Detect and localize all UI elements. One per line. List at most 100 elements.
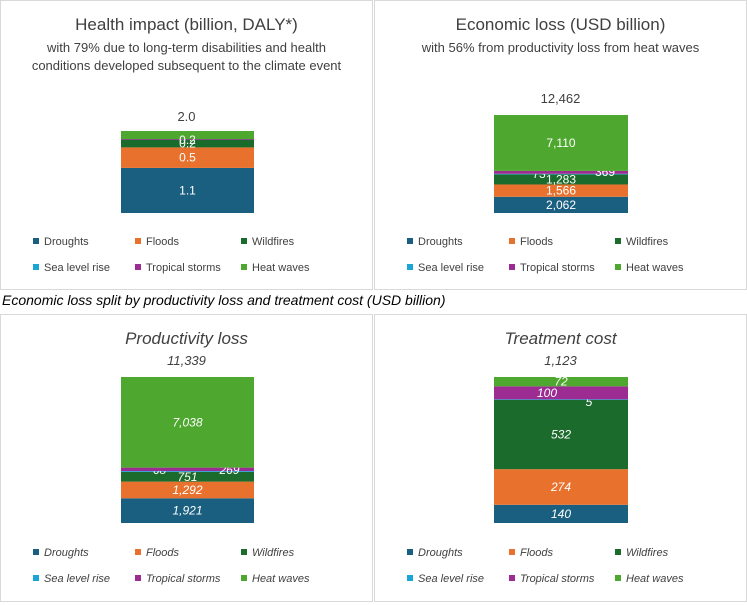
legend-label: Sea level rise — [418, 262, 485, 274]
legend-label: Wildfires — [252, 236, 295, 248]
legend-swatch — [509, 238, 515, 244]
legend-item-droughts: Droughts — [407, 547, 463, 559]
legend-label: Floods — [520, 547, 554, 559]
bar-segment-wildfires — [494, 174, 628, 185]
legend-swatch — [135, 238, 141, 244]
legend-item-heat-waves: Heat waves — [615, 262, 683, 274]
legend-label: Wildfires — [626, 236, 669, 248]
chart-total-label: 12,462 — [540, 91, 581, 106]
legend-item-floods: Floods — [135, 236, 179, 248]
legend-swatch — [407, 238, 413, 244]
chart-title: Productivity loss — [125, 329, 248, 348]
legend-swatch — [615, 549, 621, 555]
stacked-bar-chart: 1.10.50.20.00.00.2 — [121, 128, 254, 213]
legend-swatch — [241, 238, 247, 244]
bar-segment-heat-waves — [494, 377, 628, 387]
bar-segment-droughts — [494, 196, 628, 213]
legend-label: Tropical storms — [146, 262, 221, 274]
legend-item-droughts: Droughts — [33, 236, 89, 248]
legend-label: Droughts — [418, 547, 463, 559]
legend-item-sea-level-rise: Sea level rise — [407, 573, 484, 585]
bar-segment-tropical-storms — [494, 170, 628, 174]
legend-label: Wildfires — [252, 547, 295, 559]
legend-item-sea-level-rise: Sea level rise — [33, 573, 110, 585]
data-label-wildfires: 532 — [551, 428, 571, 442]
bar-segment-droughts — [121, 167, 254, 213]
bar-segment-droughts — [494, 504, 628, 523]
data-label-heat-waves: 72 — [554, 375, 568, 389]
legend-swatch — [33, 264, 39, 270]
legend-label: Tropical storms — [520, 573, 595, 585]
legend-swatch — [509, 549, 515, 555]
legend-label: Tropical storms — [520, 262, 595, 274]
chart-panel-health-impact: Health impact (billion, DALY*) with 79% … — [0, 0, 373, 290]
legend-swatch — [407, 549, 413, 555]
chart-title: Economic loss (USD billion) — [455, 15, 666, 34]
legend-item-tropical-storms: Tropical storms — [509, 262, 595, 274]
bar-segment-floods — [121, 481, 254, 499]
legend-swatch — [33, 549, 39, 555]
legend-swatch — [407, 264, 413, 270]
chart-total-label: 2.0 — [177, 109, 196, 124]
chart-title: Health impact (billion, DALY*) — [75, 15, 298, 34]
legend-swatch — [135, 264, 141, 270]
bar-segment-sea-level-rise — [494, 173, 628, 175]
legend-swatch — [241, 549, 247, 555]
chart-subtitle: with 79% due to long-term disabilities a… — [31, 40, 342, 73]
legend-swatch — [615, 238, 621, 244]
data-label-heat-waves: 7,110 — [546, 136, 575, 150]
legend-item-heat-waves: Heat waves — [241, 262, 309, 274]
bar-segment-sea-level-rise — [121, 471, 254, 472]
legend-label: Droughts — [44, 236, 89, 248]
legend-label: Floods — [146, 547, 180, 559]
data-label-wildfires: 1,283 — [546, 172, 576, 186]
bar-segment-wildfires — [121, 139, 254, 148]
bar-segment-floods — [494, 469, 628, 505]
bar-segment-floods — [494, 184, 628, 197]
data-label-heat-waves: 7,038 — [172, 415, 202, 429]
legend-swatch — [241, 575, 247, 581]
bar-segment-droughts — [121, 498, 254, 523]
bar-segment-tropical-storms — [121, 139, 254, 140]
legend-label: Sea level rise — [418, 573, 485, 585]
data-label-floods: 0.5 — [179, 151, 196, 165]
data-label-floods: 274 — [550, 480, 571, 494]
legend-swatch — [33, 575, 39, 581]
legend-item-sea-level-rise: Sea level rise — [33, 262, 110, 274]
chart-subtitle: with 56% from productivity loss from hea… — [421, 40, 700, 55]
legend-label: Heat waves — [252, 573, 310, 585]
legend-label: Floods — [520, 236, 554, 248]
legend-swatch — [407, 575, 413, 581]
data-label-droughts: 1,921 — [172, 504, 202, 518]
bar-segment-sea-level-rise — [494, 399, 628, 401]
legend-swatch — [33, 238, 39, 244]
chart-panel-economic-loss: Economic loss (USD billion) with 56% fro… — [374, 0, 747, 290]
legend-item-droughts: Droughts — [407, 236, 463, 248]
legend-item-floods: Floods — [509, 236, 553, 248]
legend-item-wildfires: Wildfires — [615, 547, 668, 559]
legend-item-floods: Floods — [509, 547, 553, 559]
legend-item-heat-waves: Heat waves — [615, 573, 683, 585]
legend-swatch — [615, 575, 621, 581]
bar-segment-heat-waves — [121, 131, 254, 140]
legend-label: Sea level rise — [44, 262, 111, 274]
legend-item-wildfires: Wildfires — [615, 236, 668, 248]
legend-label: Heat waves — [252, 262, 310, 274]
legend-label: Floods — [146, 236, 180, 248]
legend-swatch — [509, 264, 515, 270]
legend-item-sea-level-rise: Sea level rise — [407, 262, 484, 274]
chart-panel-productivity-loss: Productivity loss 11,339 1,9211,29275168… — [0, 314, 373, 602]
legend-label: Heat waves — [626, 573, 684, 585]
data-label-floods: 1,292 — [172, 483, 202, 497]
section-caption: Economic loss split by productivity loss… — [2, 292, 446, 308]
legend-item-wildfires: Wildfires — [241, 547, 294, 559]
legend-item-wildfires: Wildfires — [241, 236, 294, 248]
legend-label: Wildfires — [626, 547, 669, 559]
legend-label: Droughts — [418, 236, 463, 248]
bar-segment-wildfires — [494, 400, 628, 470]
data-label-droughts: 140 — [551, 507, 571, 521]
chart-total-label: 11,339 — [167, 353, 206, 368]
